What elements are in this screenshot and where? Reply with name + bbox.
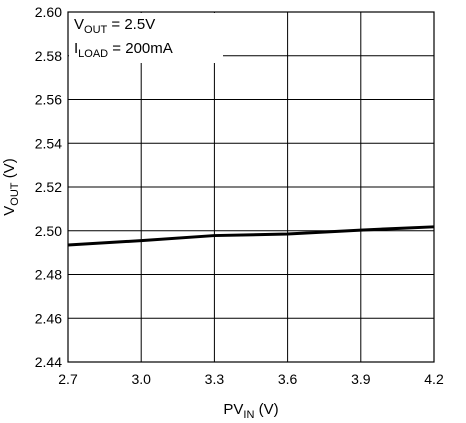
series-layer <box>67 225 435 247</box>
x-tick-label: 3.3 <box>205 371 225 387</box>
x-tick-label: 3.6 <box>278 371 298 387</box>
y-tick-label: 2.44 <box>35 354 62 370</box>
y-tick-label: 2.50 <box>35 223 62 239</box>
x-axis-title: PVIN (V) <box>223 401 278 421</box>
x-tick-label: 3.9 <box>351 371 371 387</box>
y-tick-label: 2.58 <box>35 48 62 64</box>
annotation-background <box>69 13 223 63</box>
grid <box>67 11 435 363</box>
x-tick-label: 3.0 <box>131 371 151 387</box>
y-axis-title: VOUT (V) <box>1 158 21 215</box>
x-tick-labels: 2.7 3.0 3.3 3.6 3.9 4.2 <box>58 371 444 387</box>
y-tick-label: 2.56 <box>35 92 62 108</box>
plot-frame <box>67 11 435 363</box>
y-tick-label: 2.52 <box>35 179 62 195</box>
y-tick-labels: 2.44 2.46 2.48 2.50 2.52 2.54 2.56 2.58 2.60 <box>35 4 62 370</box>
x-tick-label: 4.2 <box>424 371 444 387</box>
annotation-vout: VOUT = 2.5V <box>74 16 155 36</box>
annotation-iload: ILOAD = 200mA <box>74 40 173 60</box>
x-tick-label: 2.7 <box>58 371 78 387</box>
y-tick-label: 2.46 <box>35 310 62 326</box>
series-line <box>67 225 435 247</box>
y-tick-label: 2.60 <box>35 4 62 20</box>
y-tick-label: 2.54 <box>35 135 62 151</box>
y-tick-label: 2.48 <box>35 267 62 283</box>
